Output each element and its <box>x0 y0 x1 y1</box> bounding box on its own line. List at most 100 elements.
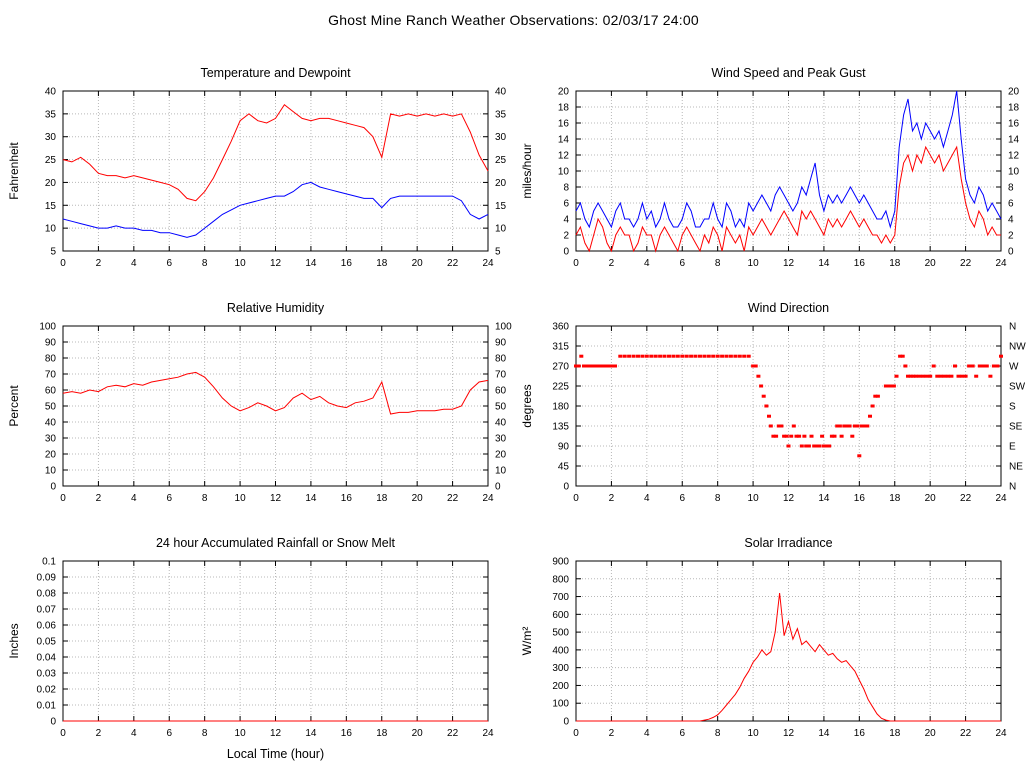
svg-text:4: 4 <box>644 728 650 739</box>
svg-text:Wind Speed and Peak Gust: Wind Speed and Peak Gust <box>711 66 866 80</box>
svg-text:18: 18 <box>557 103 569 114</box>
svg-text:60: 60 <box>44 386 56 397</box>
svg-text:12: 12 <box>269 258 281 269</box>
svg-text:20: 20 <box>411 728 423 739</box>
svg-text:Fahrenheit: Fahrenheit <box>7 142 21 200</box>
svg-text:6: 6 <box>166 493 172 504</box>
svg-text:SE: SE <box>1009 422 1023 433</box>
svg-text:0: 0 <box>573 258 579 269</box>
svg-text:E: E <box>1009 442 1016 453</box>
svg-text:22: 22 <box>960 728 972 739</box>
svg-text:22: 22 <box>447 728 459 739</box>
svg-text:0: 0 <box>50 482 56 493</box>
svg-text:10: 10 <box>747 258 759 269</box>
svg-text:30: 30 <box>495 434 507 445</box>
svg-text:miles/hour: miles/hour <box>520 143 534 198</box>
svg-text:0.07: 0.07 <box>36 605 56 616</box>
svg-text:Wind Direction: Wind Direction <box>747 301 828 315</box>
svg-text:16: 16 <box>340 728 352 739</box>
svg-text:16: 16 <box>340 258 352 269</box>
svg-text:Solar Irradiance: Solar Irradiance <box>744 536 832 550</box>
rainfall-plot: 0 2 4 6 8 10 12 14 16 18 20 22 2400.010.020.030.040.… <box>7 536 494 761</box>
svg-text:0.03: 0.03 <box>36 669 56 680</box>
svg-text:8: 8 <box>1008 183 1014 194</box>
svg-text:20: 20 <box>44 178 56 189</box>
svg-text:24: 24 <box>482 728 494 739</box>
svg-text:50: 50 <box>44 402 56 413</box>
svg-text:0: 0 <box>495 482 501 493</box>
svg-text:16: 16 <box>853 493 865 504</box>
svg-text:0.1: 0.1 <box>42 557 56 568</box>
svg-text:18: 18 <box>889 258 901 269</box>
svg-text:600: 600 <box>552 610 569 621</box>
svg-text:135: 135 <box>552 422 569 433</box>
svg-text:40: 40 <box>44 418 56 429</box>
svg-text:0: 0 <box>573 728 579 739</box>
svg-text:10: 10 <box>747 728 759 739</box>
svg-text:6: 6 <box>1008 199 1014 210</box>
svg-text:15: 15 <box>495 201 507 212</box>
svg-text:50: 50 <box>495 402 507 413</box>
svg-text:N: N <box>1009 322 1016 333</box>
chart-temperature-dewpoint: 0 2 4 6 8 10 12 14 16 18 20 22 24 5 5 10 10 15 15 20 20 25 25 3… <box>1 55 514 290</box>
svg-text:6: 6 <box>679 258 685 269</box>
svg-text:12: 12 <box>269 728 281 739</box>
svg-text:90: 90 <box>44 338 56 349</box>
svg-text:4: 4 <box>131 493 137 504</box>
svg-text:20: 20 <box>495 178 507 189</box>
svg-text:20: 20 <box>495 450 507 461</box>
svg-text:0: 0 <box>50 717 56 728</box>
svg-text:20: 20 <box>924 728 936 739</box>
svg-text:24 hour Accumulated Rainfall o: 24 hour Accumulated Rainfall or Snow Mel… <box>155 536 395 550</box>
svg-text:NW: NW <box>1009 342 1026 353</box>
svg-text:0.01: 0.01 <box>36 701 56 712</box>
svg-text:100: 100 <box>39 322 56 333</box>
svg-text:14: 14 <box>305 258 317 269</box>
svg-text:700: 700 <box>552 592 569 603</box>
svg-text:25: 25 <box>44 155 56 166</box>
svg-text:500: 500 <box>552 628 569 639</box>
svg-text:14: 14 <box>305 493 317 504</box>
svg-text:200: 200 <box>552 681 569 692</box>
svg-text:14: 14 <box>305 728 317 739</box>
svg-text:NE: NE <box>1009 462 1023 473</box>
svg-text:16: 16 <box>340 493 352 504</box>
svg-text:20: 20 <box>411 493 423 504</box>
chart-solar-irradiance: 0 2 4 6 8 10 12 14 16 18 20 22 24 0 100 200 300 400 500 600… <box>514 525 1027 765</box>
svg-text:0: 0 <box>60 728 66 739</box>
svg-text:16: 16 <box>1008 119 1020 130</box>
svg-text:800: 800 <box>552 574 569 585</box>
page-title: Ghost Mine Ranch Weather Observations: 0… <box>328 12 699 28</box>
svg-text:20: 20 <box>557 87 569 98</box>
svg-text:S: S <box>1009 402 1016 413</box>
svg-text:900: 900 <box>552 557 569 568</box>
svg-text:14: 14 <box>818 728 830 739</box>
svg-text:2: 2 <box>1008 231 1014 242</box>
svg-text:2: 2 <box>95 258 101 269</box>
svg-text:35: 35 <box>44 109 56 120</box>
svg-text:8: 8 <box>201 728 207 739</box>
svg-text:10: 10 <box>557 167 569 178</box>
svg-text:6: 6 <box>563 199 569 210</box>
svg-text:45: 45 <box>557 462 569 473</box>
svg-text:10: 10 <box>747 493 759 504</box>
svg-text:6: 6 <box>166 258 172 269</box>
svg-text:100: 100 <box>552 699 569 710</box>
chart-relative-humidity: 0 2 4 6 8 10 12 14 16 18 20 22 24 0 0 10 10 20 20 30 30 40 40 5… <box>1 290 514 525</box>
svg-text:400: 400 <box>552 645 569 656</box>
svg-text:4: 4 <box>644 258 650 269</box>
svg-text:6: 6 <box>679 728 685 739</box>
svg-text:40: 40 <box>495 87 507 98</box>
svg-text:12: 12 <box>782 728 794 739</box>
svg-text:10: 10 <box>495 466 507 477</box>
svg-text:100: 100 <box>495 322 512 333</box>
svg-text:70: 70 <box>44 370 56 381</box>
svg-text:0: 0 <box>573 493 579 504</box>
svg-text:180: 180 <box>552 402 569 413</box>
svg-text:0.05: 0.05 <box>36 637 56 648</box>
svg-text:40: 40 <box>44 87 56 98</box>
svg-text:10: 10 <box>234 728 246 739</box>
svg-text:14: 14 <box>818 258 830 269</box>
svg-text:8: 8 <box>201 258 207 269</box>
